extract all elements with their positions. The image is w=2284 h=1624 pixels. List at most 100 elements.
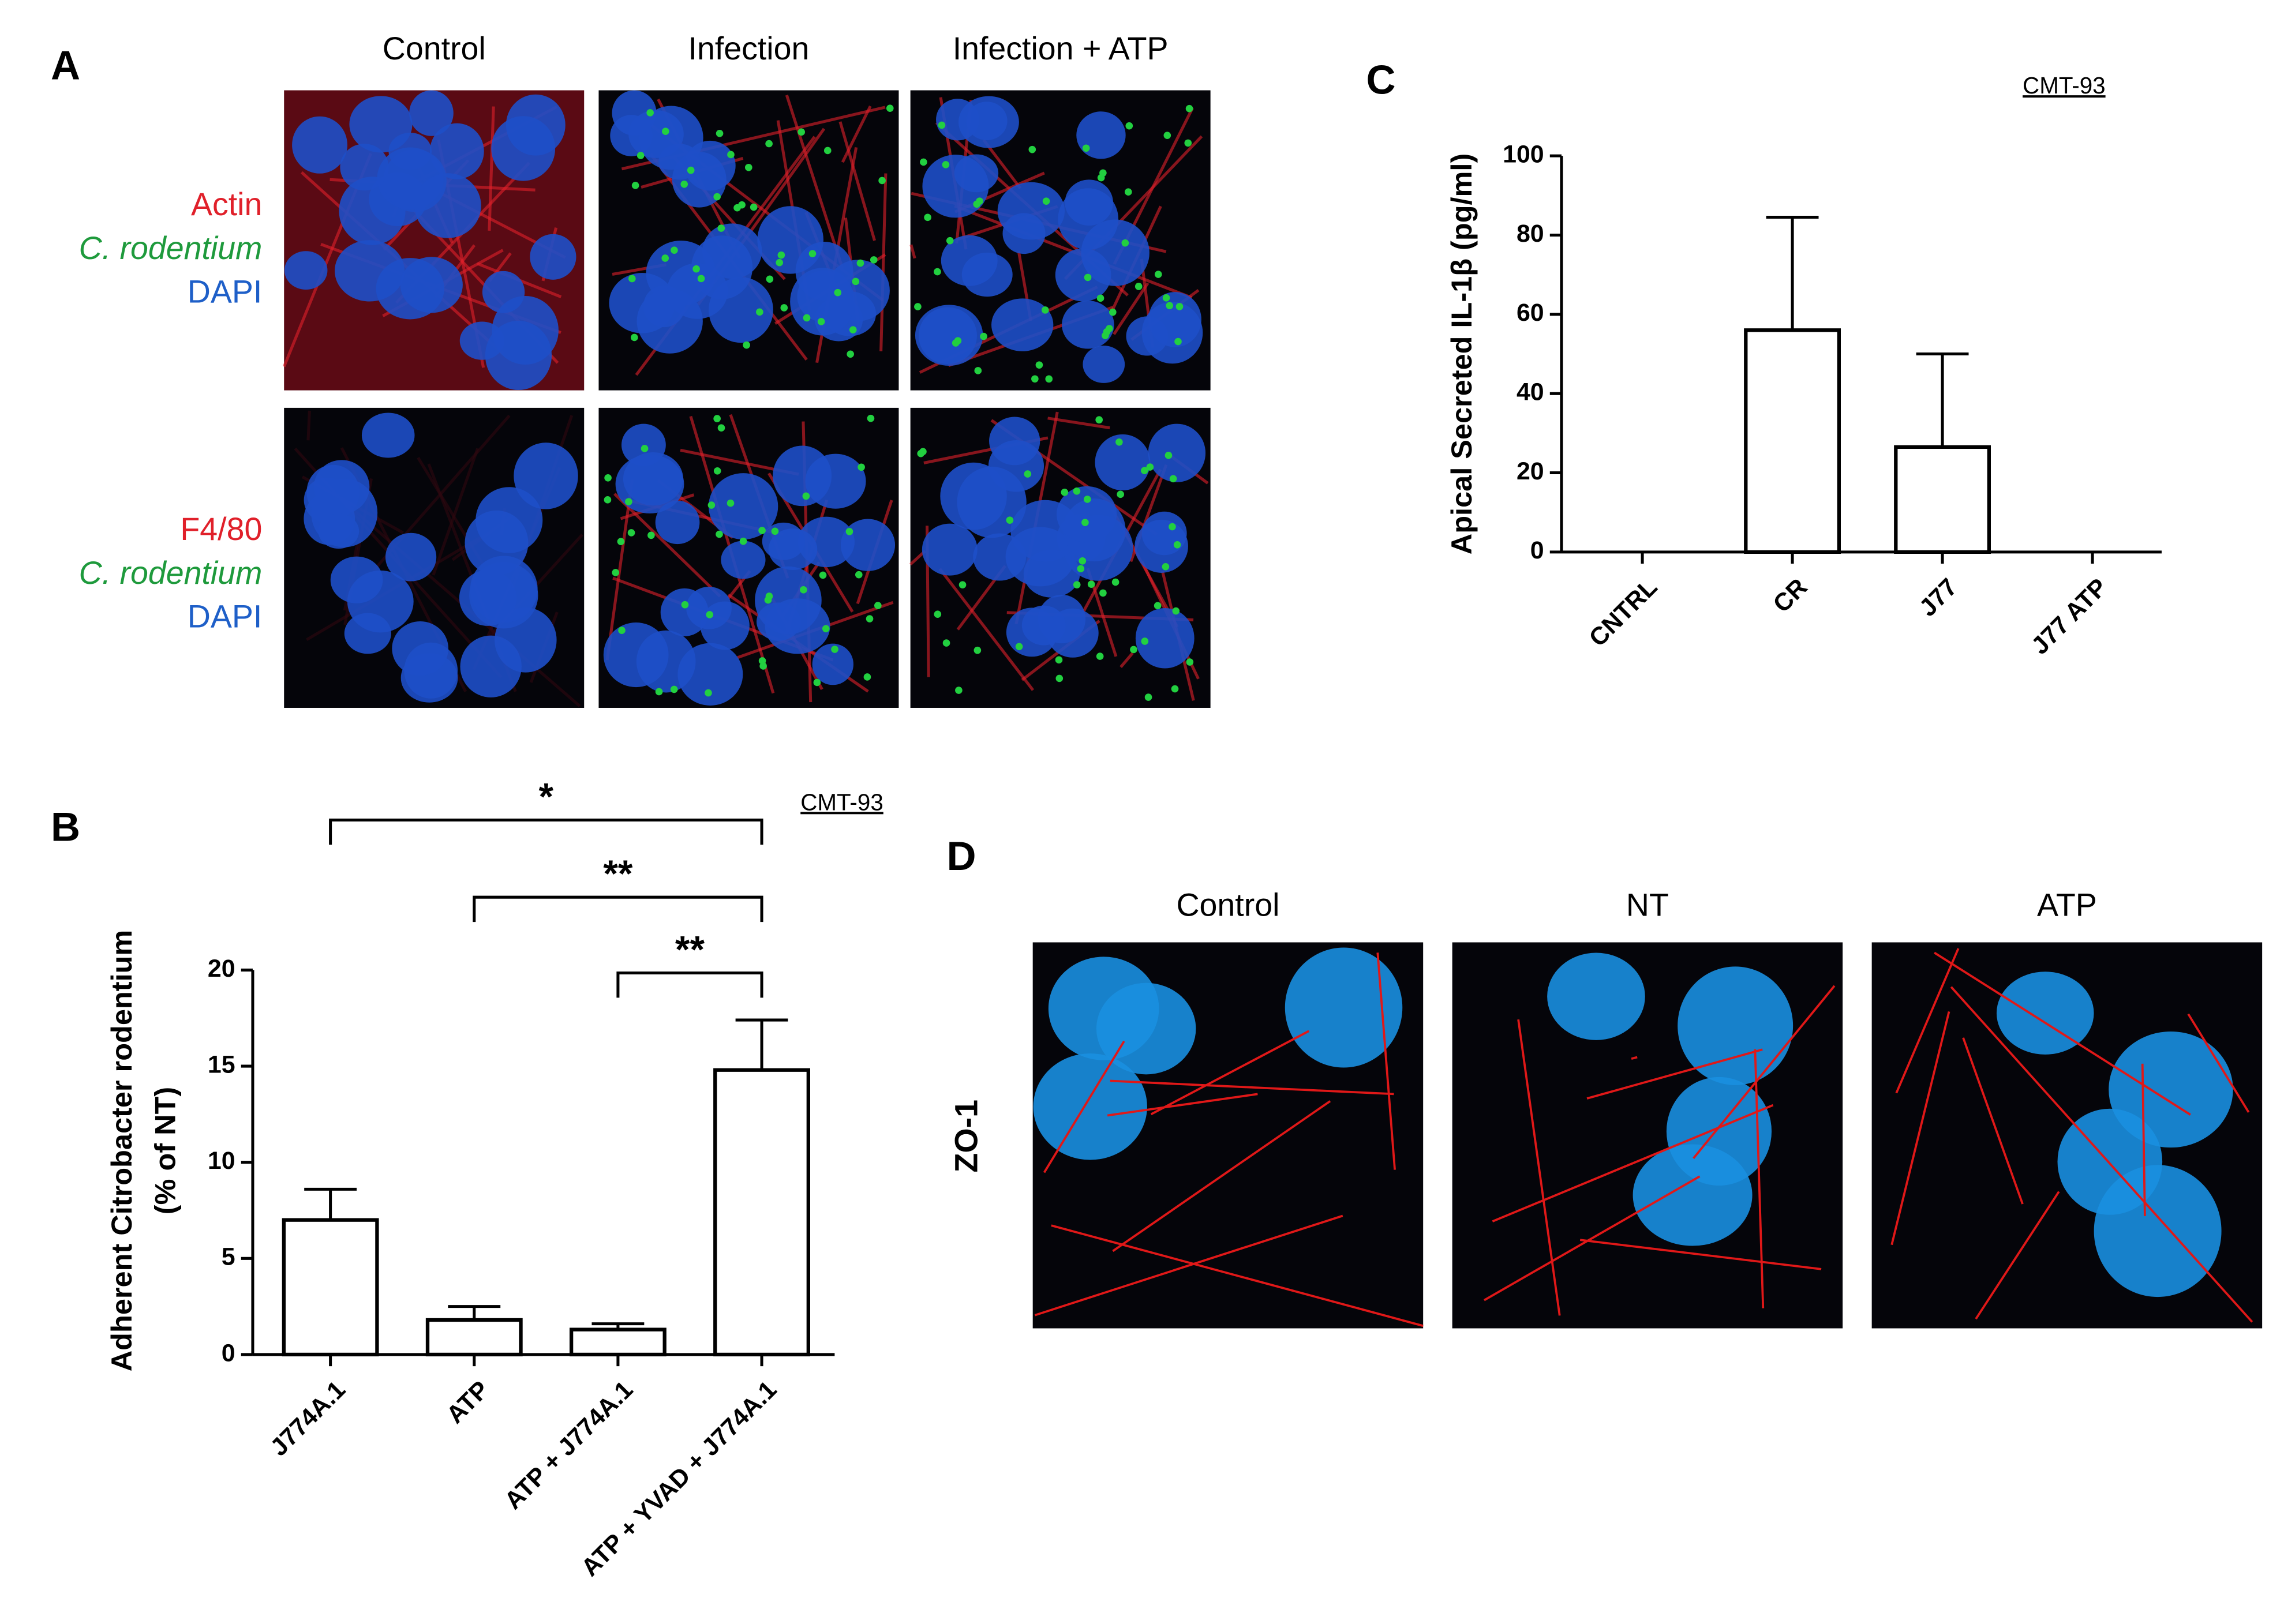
- bacterium: [1082, 144, 1090, 152]
- bacterium: [1141, 467, 1148, 475]
- bar: [569, 1327, 667, 1357]
- column-title: Infection + ATP: [953, 31, 1169, 66]
- nucleus: [954, 154, 999, 193]
- bacterium: [636, 152, 645, 159]
- bacterium: [716, 129, 724, 137]
- nucleus: [400, 257, 463, 313]
- y-tick-label: 80: [1517, 220, 1544, 247]
- y-axis-label: (% of NT): [149, 1087, 182, 1214]
- bacterium: [1162, 562, 1170, 571]
- bacterium: [845, 528, 853, 535]
- y-tick-label: 15: [208, 1051, 235, 1078]
- nucleus: [1076, 111, 1126, 159]
- tight-junction: [1484, 1175, 1701, 1302]
- bar: [425, 1318, 523, 1357]
- micrograph: [909, 407, 1211, 708]
- bacterium: [1154, 602, 1162, 610]
- x-tick-label: ATP: [441, 1376, 495, 1429]
- tight-junction: [1492, 1104, 1774, 1222]
- bacterium: [974, 367, 982, 374]
- bacterium: [870, 256, 878, 264]
- bacterium: [803, 314, 811, 322]
- bacterium: [1130, 646, 1137, 654]
- nucleus: [1996, 972, 2094, 1055]
- bacterium: [1041, 306, 1049, 314]
- bacterium: [914, 303, 922, 310]
- bacterium: [942, 161, 950, 168]
- bacterium: [1084, 273, 1092, 282]
- bacterium: [1185, 104, 1193, 112]
- bar: [713, 1068, 810, 1357]
- error-bar: [1916, 352, 1969, 447]
- nucleus: [1135, 608, 1195, 669]
- bacterium: [604, 474, 612, 482]
- nucleus: [1057, 486, 1117, 543]
- nucleus: [603, 622, 669, 688]
- nucleus: [795, 242, 853, 301]
- micrograph: [598, 407, 899, 708]
- nucleus: [2057, 1108, 2163, 1215]
- nucleus: [636, 288, 703, 354]
- bacterium: [687, 166, 695, 174]
- bacterium: [662, 127, 669, 136]
- panel-label: B: [51, 804, 80, 850]
- x-tick-label: J77 ATP: [2026, 573, 2113, 660]
- row-label: C. rodentium: [79, 230, 263, 266]
- membrane: [785, 95, 844, 268]
- bacterium: [1166, 302, 1174, 310]
- nucleus: [385, 532, 437, 582]
- bacterium: [671, 246, 678, 254]
- bacterium: [1154, 271, 1162, 278]
- tight-junction: [1112, 1100, 1331, 1252]
- bacterium: [1099, 589, 1107, 597]
- bacterium: [758, 657, 766, 665]
- nucleus: [485, 321, 552, 391]
- bacterium: [849, 326, 857, 333]
- bacterium: [717, 424, 725, 432]
- column-title: Control: [1176, 887, 1279, 923]
- nucleus: [482, 271, 525, 313]
- tight-junction: [1895, 948, 1960, 1094]
- nucleus: [973, 533, 1027, 581]
- bacterium: [934, 610, 942, 618]
- bacterium: [1083, 496, 1091, 503]
- row-label: F4/80: [180, 511, 262, 547]
- nucleus: [812, 643, 853, 685]
- bacterium: [1165, 452, 1173, 459]
- bacterium: [1079, 557, 1087, 565]
- y-tick-label: 20: [208, 955, 235, 982]
- bacterium: [765, 592, 773, 600]
- bacterium: [813, 678, 821, 687]
- nucleus: [840, 519, 896, 571]
- bacterium: [713, 193, 721, 201]
- bacterium: [750, 203, 758, 211]
- nucleus: [1095, 434, 1151, 491]
- bacterium: [612, 569, 620, 576]
- bar: [1744, 328, 1841, 554]
- y-tick-label: 0: [222, 1339, 235, 1367]
- y-axis-label: Apical Secreted IL-1β (pg/ml): [1445, 153, 1478, 555]
- bacterium: [1045, 375, 1053, 383]
- tight-junction: [1051, 1224, 1424, 1327]
- nucleus: [621, 423, 666, 466]
- bacterium: [1015, 643, 1023, 651]
- bacterium: [670, 685, 678, 693]
- membrane: [613, 493, 721, 598]
- row-label: ZO-1: [948, 1100, 984, 1172]
- bacterium: [1106, 325, 1113, 332]
- nucleus: [1285, 947, 1403, 1068]
- y-tick-label: 60: [1517, 299, 1544, 327]
- annotation: CMT-93: [2023, 72, 2106, 99]
- membrane: [1119, 652, 1134, 668]
- nucleus: [292, 116, 347, 174]
- error-bar: [735, 1018, 788, 1070]
- nucleus: [708, 473, 778, 540]
- bacterium: [817, 318, 825, 325]
- column-title: NT: [1626, 887, 1669, 923]
- y-axis-label: Adherent Citrobacter rodentium: [105, 930, 138, 1372]
- tight-junction: [1107, 1093, 1258, 1117]
- bacterium: [1172, 607, 1180, 615]
- nucleus: [768, 528, 818, 571]
- membrane: [1113, 282, 1150, 335]
- nucleus: [330, 556, 383, 603]
